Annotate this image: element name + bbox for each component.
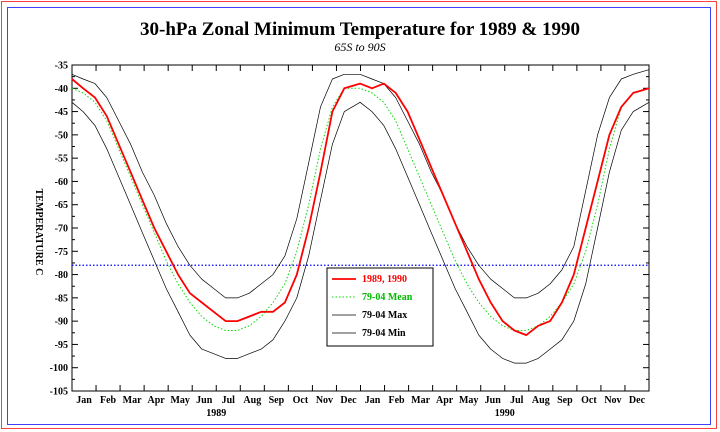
y-tick-label: -35 <box>55 61 68 72</box>
legend-label: 79-04 Max <box>362 310 407 321</box>
y-tick-label: -80 <box>55 270 68 281</box>
x-axis: Jan Feb Mar Apr May Jun Jul Aug Sep Oct Nov Dec Jan F… <box>76 65 646 419</box>
x-tick-label: Jan <box>76 395 92 406</box>
series-line <box>71 69 650 299</box>
y-tick-label: -85 <box>55 293 68 304</box>
x-tick-label: Jun <box>485 395 502 406</box>
x-tick-label: Apr <box>436 395 454 406</box>
y-tick-label: -60 <box>55 177 68 188</box>
legend-label: 1989, 1990 <box>362 274 407 285</box>
chart-subtitle: 65S to 90S <box>334 40 385 54</box>
y-tick-label: -100 <box>50 363 68 374</box>
y-tick-label: -65 <box>55 200 68 211</box>
x-tick-label: May <box>170 395 189 406</box>
x-tick-label: Sep <box>557 395 573 406</box>
year-label: 1990 <box>495 408 515 419</box>
legend-label: 79-04 Min <box>362 328 406 339</box>
x-tick-label: Jun <box>196 395 213 406</box>
x-tick-label: Jul <box>510 395 524 406</box>
legend: 1989, 1990 79-04 Mean 79-04 Max 79-04 Min <box>326 267 434 347</box>
x-tick-label: Feb <box>100 395 117 406</box>
y-tick-label: -95 <box>55 340 68 351</box>
x-tick-label: May <box>459 395 478 406</box>
x-tick-label: Mar <box>411 395 430 406</box>
series-line <box>71 78 650 336</box>
chart-title: 30-hPa Zonal Minimum Temperature for 198… <box>140 19 580 40</box>
y-tick-label: -105 <box>50 387 68 398</box>
y-tick-label: -90 <box>55 317 68 328</box>
x-tick-label: Aug <box>532 395 550 406</box>
legend-label: 79-04 Mean <box>362 292 413 303</box>
y-axis-label: TEMPERATURE C <box>33 189 44 276</box>
x-tick-label: Dec <box>340 395 357 406</box>
x-tick-label: Oct <box>581 395 597 406</box>
x-tick-label: Jan <box>365 395 381 406</box>
y-tick-label: -40 <box>55 84 68 95</box>
y-tick-label: -75 <box>55 247 68 258</box>
year-label: 1989 <box>206 408 226 419</box>
y-axis: -35 -40 -45 -50 -55 -60 -65 -70 -75 -80 -85 -90 -95 -… <box>50 61 649 398</box>
x-tick-label: Mar <box>123 395 142 406</box>
outer-border-blue <box>7 7 711 425</box>
y-tick-label: -55 <box>55 154 68 165</box>
series-line <box>71 101 650 364</box>
x-tick-label: Sep <box>269 395 285 406</box>
y-tick-label: -70 <box>55 224 68 235</box>
x-tick-label: Oct <box>293 395 309 406</box>
y-tick-label: -45 <box>55 107 68 118</box>
x-tick-label: Feb <box>389 395 406 406</box>
x-tick-label: Jul <box>222 395 236 406</box>
series-layer <box>71 69 650 364</box>
x-tick-label: Apr <box>148 395 166 406</box>
x-tick-label: Nov <box>316 395 333 406</box>
x-tick-label: Nov <box>604 395 621 406</box>
x-tick-label: Aug <box>243 395 261 406</box>
y-tick-label: -50 <box>55 130 68 141</box>
x-tick-label: Dec <box>629 395 646 406</box>
